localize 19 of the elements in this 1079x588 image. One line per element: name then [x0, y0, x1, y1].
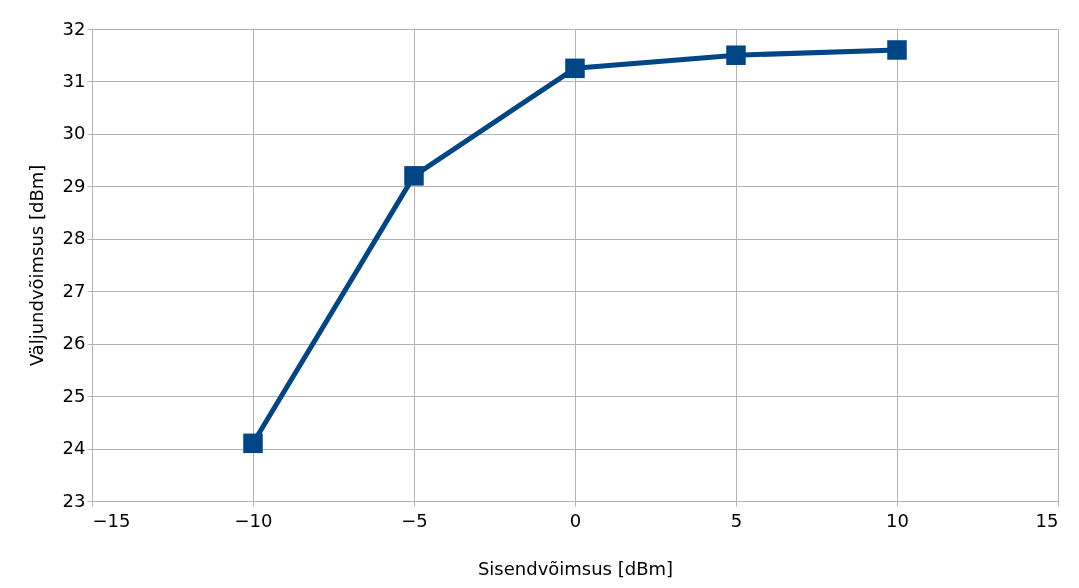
x-tick-label: 0	[569, 509, 582, 531]
x-tick-label: −5	[401, 509, 428, 531]
y-tick-label: 27	[62, 279, 86, 301]
x-tick-label: 5	[730, 509, 743, 531]
y-axis-title: Väljundvõimsus [dBm]	[25, 164, 47, 367]
x-tick-label: −10	[234, 509, 273, 531]
y-tick-label: 23	[62, 489, 86, 511]
y-tick-label: 24	[62, 437, 86, 459]
y-tick-label: 31	[62, 69, 86, 91]
x-tick-label: 10	[886, 509, 909, 531]
y-tick-label: 25	[62, 384, 86, 406]
x-axis-title: Sisendvõimsus [dBm]	[477, 557, 674, 579]
y-tick-label: 29	[62, 174, 86, 196]
y-tick-label: 30	[62, 122, 86, 144]
y-tick-label: 32	[62, 17, 86, 39]
x-tick-label: −15	[92, 509, 131, 531]
x-tick-label: 15	[1035, 509, 1059, 531]
y-tick-label: 28	[62, 227, 86, 249]
y-tick-label: 26	[62, 332, 86, 354]
